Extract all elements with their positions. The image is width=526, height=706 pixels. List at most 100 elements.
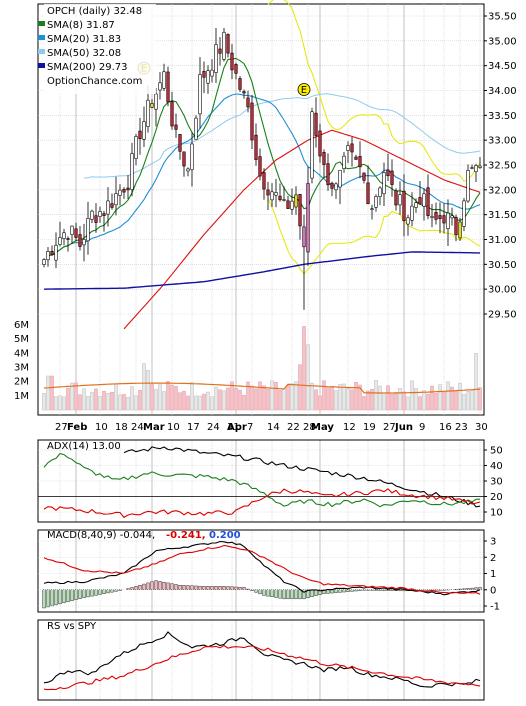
- price-tick-label: 35.00: [488, 36, 517, 47]
- candle-body: [78, 234, 82, 247]
- macd-histogram-bar: [150, 581, 154, 590]
- candle-body: [394, 190, 398, 206]
- volume-bar: [386, 385, 390, 411]
- macd-histogram-bar: [338, 589, 342, 593]
- volume-bar: [458, 382, 462, 411]
- volume-bar: [350, 389, 354, 411]
- bollinger-bands: [267, 0, 481, 275]
- candle-body: [374, 196, 378, 208]
- macd-histogram-bar: [266, 589, 270, 597]
- candle-body: [206, 70, 210, 84]
- volume-bar: [150, 384, 154, 411]
- volume-bar: [346, 388, 350, 411]
- volume-bar: [310, 382, 314, 411]
- macd-histogram-bar: [258, 589, 262, 595]
- volume-bar: [442, 391, 446, 411]
- candle-body: [302, 226, 306, 248]
- candle-body: [462, 200, 466, 227]
- macd-histogram-bar: [198, 585, 202, 590]
- macd-frame: [37, 529, 485, 613]
- earnings-marker: [297, 83, 311, 96]
- macd-histogram-bar: [82, 589, 86, 598]
- candle-body: [214, 44, 218, 73]
- volume-bar: [246, 381, 250, 411]
- candle-body: [442, 215, 446, 224]
- volume-bar: [478, 387, 482, 411]
- volume-bar: [242, 394, 246, 411]
- volume-bar: [154, 389, 158, 411]
- volume-bar: [366, 390, 370, 411]
- bollinger-upper: [267, 0, 481, 182]
- date-tick-label: Jun: [394, 422, 413, 433]
- volume-bar: [162, 391, 166, 411]
- volume-bar: [354, 381, 358, 411]
- adx-tick-label: 50: [490, 446, 503, 457]
- volume-bar: [438, 384, 442, 411]
- volume-bar: [206, 391, 210, 411]
- candle-body: [150, 103, 154, 108]
- macd-tick-label: -1: [490, 602, 500, 613]
- volume-bar: [462, 393, 466, 411]
- volume-bar: [358, 384, 362, 411]
- volume-bar: [102, 390, 106, 411]
- date-tick-label: 31: [227, 422, 240, 433]
- date-tick-label: 16: [439, 422, 452, 433]
- volume-bar: [402, 391, 406, 411]
- volume-bar: [46, 375, 50, 411]
- date-tick-label: 10: [95, 422, 108, 433]
- sma200-line: [43, 251, 480, 290]
- date-tick-label: 18: [115, 422, 128, 433]
- macd-histogram-bar: [230, 586, 234, 590]
- volume-bar: [178, 392, 182, 411]
- date-tick-label: Mar: [143, 422, 165, 433]
- macd-histogram-bar: [206, 586, 210, 590]
- candle-body: [114, 193, 118, 206]
- candle-body: [370, 208, 374, 210]
- price-tick-label: 32.50: [488, 161, 517, 172]
- candle-body: [390, 170, 394, 185]
- date-tick-label: 23: [455, 422, 468, 433]
- volume-bar: [258, 381, 262, 411]
- macd-histogram-bar: [282, 589, 286, 600]
- candle-body: [94, 215, 98, 223]
- candle-body: [438, 215, 442, 219]
- macd-title: MACD(8,40,9) -0.044,: [47, 530, 155, 541]
- volume-bar: [86, 396, 90, 411]
- macd-histogram-bar: [42, 589, 46, 609]
- bollinger-lower: [267, 198, 481, 275]
- volume-bar: [250, 385, 254, 411]
- candle-body: [334, 183, 338, 191]
- macd-histogram-bar: [158, 581, 162, 590]
- macd-histogram-bar: [214, 586, 218, 590]
- candle-body: [198, 74, 202, 115]
- macd-histogram-bar: [66, 589, 70, 603]
- legend-box: [44, 4, 156, 94]
- candle-body: [298, 193, 302, 227]
- volume-bar: [230, 381, 234, 411]
- volume-bars: [42, 326, 482, 411]
- candle-body: [42, 259, 46, 265]
- macd-histogram-bar: [210, 586, 214, 590]
- candle-body: [474, 165, 478, 173]
- macd-histogram-bar: [222, 586, 226, 590]
- macd-histogram-bar: [130, 587, 134, 590]
- adx-series--di: [43, 452, 481, 508]
- volume-bar: [106, 393, 110, 411]
- volume-bar: [190, 382, 194, 411]
- volume-bar: [110, 391, 114, 411]
- date-tick-label: 24: [207, 422, 220, 433]
- date-tick-label: May: [311, 422, 334, 433]
- volume-bar: [174, 386, 178, 411]
- volume-average-line: [43, 382, 481, 394]
- volume-bar: [118, 394, 122, 411]
- candle-body: [170, 101, 174, 127]
- rs-series-rs: [43, 631, 481, 688]
- volume-bar: [394, 393, 398, 411]
- legend-sma20: SMA(20) 31.83: [47, 34, 121, 45]
- candle-body: [338, 169, 342, 188]
- volume-bar: [42, 393, 46, 411]
- volume-tick-label: 6M: [14, 320, 29, 331]
- macd-histogram-bar: [286, 589, 290, 600]
- adx-tick-label: 40: [490, 461, 503, 472]
